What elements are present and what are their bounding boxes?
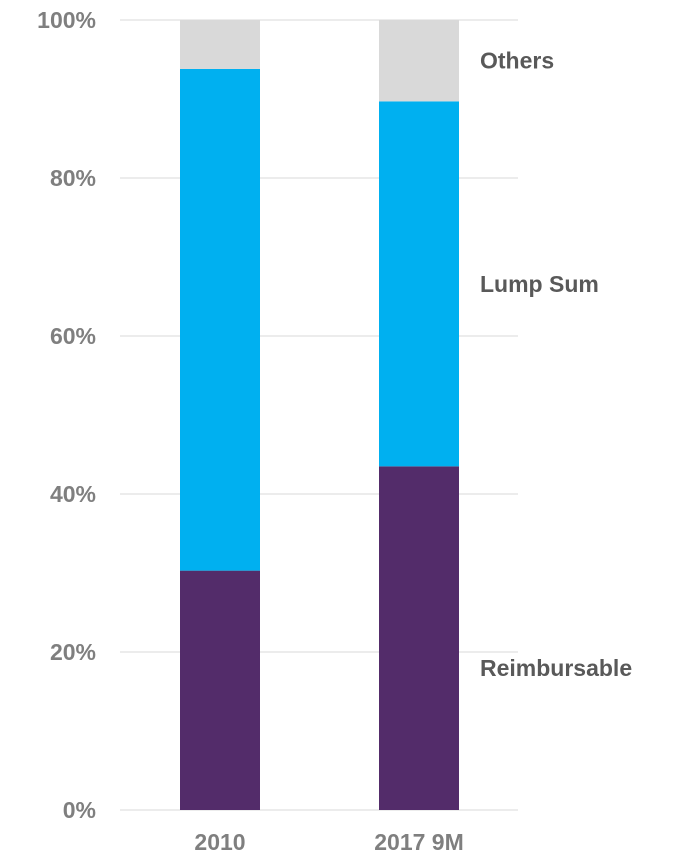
y-axis: 0% 20% 40% 60% 80% 100% [37,7,96,823]
series-label: Reimbursable [480,655,632,681]
y-tick-label: 0% [63,797,96,823]
series-label: Others [480,48,554,74]
x-axis: 2010 2017 9M [194,829,463,855]
series-label: Lump Sum [480,271,599,297]
y-tick-label: 40% [50,481,96,507]
bars [180,20,459,810]
x-tick-label: 2017 9M [374,829,464,855]
bar-segment-reimbursable [180,570,260,810]
y-tick-label: 100% [37,7,96,33]
y-tick-label: 80% [50,165,96,191]
bar-segment-lump-sum [180,68,260,571]
y-tick-label: 20% [50,639,96,665]
series-labels: Reimbursable Lump Sum Others [480,48,632,681]
bar-segment-reimbursable [379,466,459,810]
x-tick-label: 2010 [194,829,245,855]
y-tick-label: 60% [50,323,96,349]
bar-segment-lump-sum [379,101,459,467]
bar-segment-others [180,20,260,69]
bar-segment-others [379,20,459,102]
